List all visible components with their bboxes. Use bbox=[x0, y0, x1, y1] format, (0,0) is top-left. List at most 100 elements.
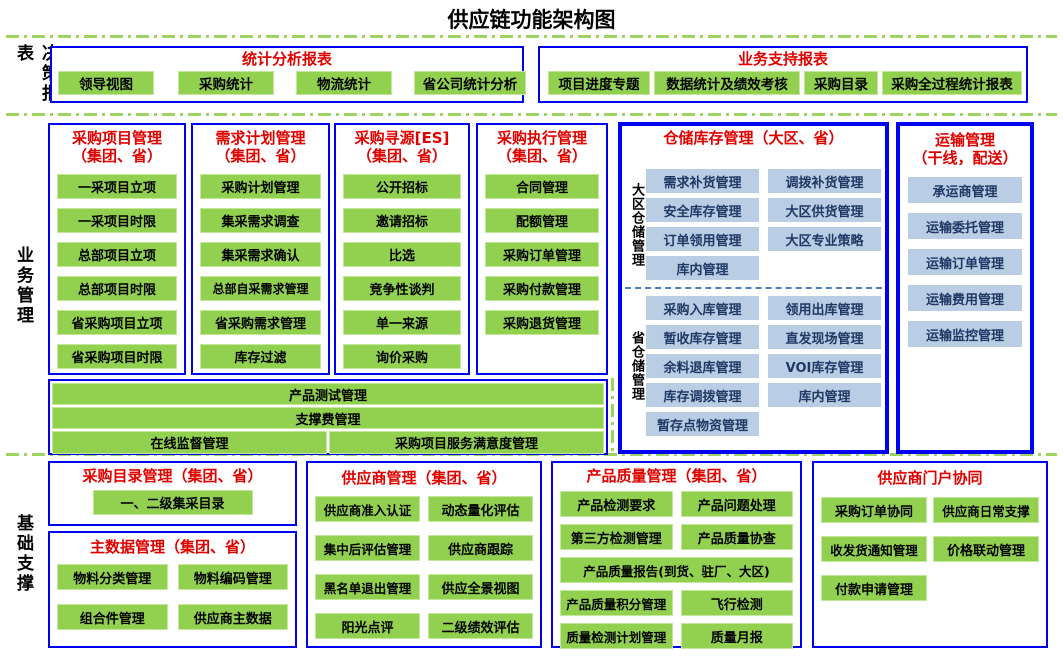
item-box: 采购计划管理 bbox=[200, 174, 321, 199]
panel-title-line2: （集团、省） bbox=[71, 147, 162, 165]
panel-purchase-execution: 采购执行管理 （集团、省） 合同管理 配额管理 采购订单管理 采购付款管理 采购… bbox=[476, 123, 608, 375]
item-box: 产品质量积分管理 bbox=[560, 590, 673, 616]
item-box: 库存调拨管理 bbox=[646, 383, 759, 407]
item-box: 邀请招标 bbox=[343, 208, 461, 233]
item-box: 黑名单退出管理 bbox=[315, 574, 420, 600]
item-box: 调拨补货管理 bbox=[768, 169, 881, 193]
divider-decision-business bbox=[6, 113, 1057, 116]
item-box: 在线监督管理 bbox=[52, 431, 327, 454]
item-box: 领用出库管理 bbox=[768, 296, 881, 320]
divider-top bbox=[6, 35, 1057, 38]
item-box: 项目进度专题 bbox=[548, 71, 650, 95]
item-box: 省公司统计分析 bbox=[414, 71, 526, 95]
item-box: 物料编码管理 bbox=[177, 564, 288, 590]
item-box: 省采购需求管理 bbox=[200, 310, 321, 335]
item-box: 动态量化评估 bbox=[428, 496, 533, 522]
item-box: 采购订单管理 bbox=[485, 242, 599, 267]
item-box: 二级绩效评估 bbox=[428, 613, 533, 639]
item-box: 大区供货管理 bbox=[768, 198, 881, 222]
item-box: 配额管理 bbox=[485, 208, 599, 233]
panel-catalog-mgmt: 采购目录管理（集团、省） 一、二级集采目录 bbox=[48, 461, 297, 526]
item-box: 询价采购 bbox=[343, 344, 461, 369]
panel-title-line1: 运输管理 bbox=[934, 131, 995, 149]
item-box: 比选 bbox=[343, 242, 461, 267]
item-box: 产品检测要求 bbox=[560, 491, 673, 517]
item-box: 集采需求确认 bbox=[200, 242, 321, 267]
panel-title-line1: 采购项目管理 bbox=[71, 129, 162, 147]
item-box: 省采购项目时限 bbox=[57, 344, 177, 369]
panel-title-line1: 需求计划管理 bbox=[215, 129, 306, 147]
item-box: 一、二级集采目录 bbox=[92, 490, 253, 515]
item-box: 产品质量报告(到货、驻厂、大区) bbox=[560, 557, 793, 583]
page-title: 供应链功能架构图 bbox=[447, 8, 616, 32]
item-box: 库存过滤 bbox=[200, 344, 321, 369]
item-box: 采购统计 bbox=[178, 71, 274, 95]
item-box: 运输费用管理 bbox=[908, 285, 1022, 311]
item-box: 库内管理 bbox=[768, 383, 881, 407]
item-box: 质量检测计划管理 bbox=[560, 623, 673, 649]
band-label-foundation: 基础支撑 bbox=[13, 514, 33, 594]
item-box: 总部自采需求管理 bbox=[200, 276, 321, 301]
item-box: 订单领用管理 bbox=[646, 227, 759, 251]
item-box: 采购目录 bbox=[804, 71, 878, 95]
item-box: 竞争性谈判 bbox=[343, 276, 461, 301]
item-box: 供应商日常支撑 bbox=[933, 497, 1039, 523]
item-box: 付款申请管理 bbox=[821, 575, 927, 601]
item-box: 数据统计及绩效考核 bbox=[654, 71, 800, 95]
item-box: 余料退库管理 bbox=[646, 354, 759, 378]
panel-sourcing: 采购寻源[ES] （集团、省） 公开招标 邀请招标 比选 竞争性谈判 单一来源 … bbox=[334, 123, 470, 375]
item-box: 产品质量协查 bbox=[680, 524, 793, 550]
sub-label-province-warehouse: 省仓储管理 bbox=[629, 331, 644, 401]
panel-title: 运输管理 （干线，配送） bbox=[900, 131, 1030, 167]
item-box: 供应全景视图 bbox=[428, 574, 533, 600]
panel-demand-plan-mgmt: 需求计划管理 （集团、省） 采购计划管理 集采需求调查 集采需求确认 总部自采需… bbox=[191, 123, 330, 375]
panel-title: 供应商门户协同 bbox=[877, 469, 983, 487]
panel-product-quality-mgmt: 产品质量管理（集团、省） 产品检测要求 产品问题处理 第三方检测管理 产品质量协… bbox=[551, 461, 802, 649]
item-box: VOI库存管理 bbox=[768, 354, 881, 378]
item-box: 大区专业策略 bbox=[768, 227, 881, 251]
item-box: 产品问题处理 bbox=[680, 491, 793, 517]
panel-supplier-portal: 供应商门户协同 采购订单协同 供应商日常支撑 收发货通知管理 价格联动管理 付款… bbox=[812, 461, 1048, 648]
item-box: 采购退货管理 bbox=[485, 310, 599, 335]
panel-title-line2: （集团、省） bbox=[215, 147, 306, 165]
panel-title: 业务支持报表 bbox=[737, 50, 828, 68]
item-box: 采购全过程统计报表 bbox=[882, 71, 1022, 95]
item-box: 暂存点物资管理 bbox=[646, 412, 759, 436]
item-box: 收发货通知管理 bbox=[821, 536, 927, 562]
item-box: 运输订单管理 bbox=[908, 249, 1022, 275]
panel-title: 仓储库存管理（大区、省） bbox=[663, 129, 844, 147]
panel-title: 主数据管理（集团、省） bbox=[89, 538, 255, 556]
item-box: 合同管理 bbox=[485, 174, 599, 199]
item-box: 省采购项目立项 bbox=[57, 310, 177, 335]
item-box: 物料分类管理 bbox=[57, 564, 168, 590]
panel-master-data-mgmt: 主数据管理（集团、省） 物料分类管理 物料编码管理 组合件管理 供应商主数据 bbox=[48, 531, 297, 648]
item-box: 运输监控管理 bbox=[908, 321, 1022, 347]
panel-title-line1: 采购寻源[ES] bbox=[354, 129, 450, 147]
panel-title-line2: （集团、省） bbox=[356, 147, 447, 165]
item-box: 采购订单协同 bbox=[821, 497, 927, 523]
item-box: 暂收库存管理 bbox=[646, 325, 759, 349]
item-box: 供应商跟踪 bbox=[428, 535, 533, 561]
item-box: 物流统计 bbox=[296, 71, 392, 95]
item-box: 第三方检测管理 bbox=[560, 524, 673, 550]
item-box: 库内管理 bbox=[646, 256, 759, 280]
band-label-business: 业务管理 bbox=[13, 246, 33, 326]
item-box: 支撑费管理 bbox=[52, 407, 604, 429]
panel-stat-reports: 统计分析报表 领导视图 采购统计 物流统计 省公司统计分析 bbox=[50, 46, 526, 103]
item-box: 单一来源 bbox=[343, 310, 461, 335]
item-box: 采购付款管理 bbox=[485, 276, 599, 301]
region-province-divider bbox=[625, 287, 882, 289]
item-box: 需求补货管理 bbox=[646, 169, 759, 193]
panel-purchase-project-mgmt: 采购项目管理 （集团、省） 一采项目立项 一采项目时限 总部项目立项 总部项目时… bbox=[48, 123, 186, 375]
item-box: 总部项目立项 bbox=[57, 242, 177, 267]
item-box: 公开招标 bbox=[343, 174, 461, 199]
panel-title: 供应商管理（集团、省） bbox=[341, 469, 507, 487]
panel-title: 采购寻源[ES] （集团、省） bbox=[336, 129, 468, 165]
item-box: 产品测试管理 bbox=[52, 383, 604, 405]
panel-title: 采购目录管理（集团、省） bbox=[82, 467, 263, 485]
divider-vertical-segment bbox=[611, 378, 614, 454]
item-box: 阳光点评 bbox=[315, 613, 420, 639]
item-box: 一采项目时限 bbox=[57, 208, 177, 233]
item-box: 领导视图 bbox=[58, 71, 154, 95]
